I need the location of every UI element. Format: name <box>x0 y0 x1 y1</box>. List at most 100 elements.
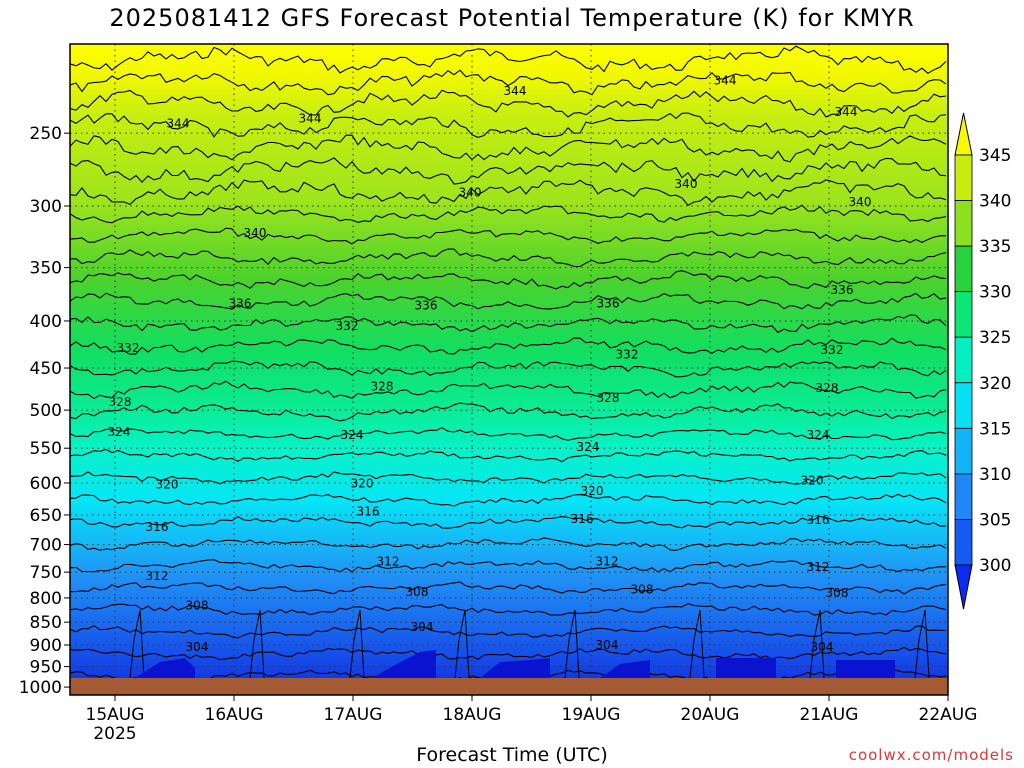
contour-line <box>70 603 947 616</box>
contour-line <box>70 157 947 185</box>
x-tick-year: 2025 <box>93 724 136 744</box>
contour-label: 316 <box>357 504 380 518</box>
contour-line <box>70 380 947 400</box>
cold-cell <box>600 660 650 678</box>
contour-label: 328 <box>816 381 839 395</box>
contour-label: 312 <box>807 560 830 574</box>
contour-label: 332 <box>821 343 844 357</box>
contour-line <box>70 314 947 334</box>
contour-label: 304 <box>186 640 209 654</box>
contour-label: 308 <box>826 586 849 600</box>
contour-line <box>70 471 947 485</box>
y-axis: 250 300 350 400 450 500 550 600 650 700 750 800 850 9… <box>19 124 70 698</box>
y-tick-label: 250 <box>30 124 62 144</box>
y-tick-label: 650 <box>30 506 62 526</box>
contour-line <box>70 448 947 463</box>
contour-line <box>70 537 947 551</box>
contour-line <box>70 360 947 378</box>
contour-line <box>70 559 947 573</box>
cold-cell <box>480 658 550 678</box>
contour-label: 304 <box>596 638 619 652</box>
contour-label: 340 <box>675 177 698 191</box>
contour-label: 332 <box>616 347 639 361</box>
contour-label: 316 <box>146 520 169 534</box>
credit-text: coolwx.com/models <box>848 746 1014 764</box>
colorbar-tick-label: 315 <box>979 419 1011 439</box>
contour-label: 320 <box>156 477 179 491</box>
contour-line <box>689 609 705 679</box>
x-tick-label: 22AUG <box>919 705 978 725</box>
contour-labels: 344 344 344 344 344 340 340 340 340 336 336 336 336 3… <box>108 73 872 654</box>
contour-line <box>70 402 947 422</box>
contour-label: 328 <box>597 391 620 405</box>
contour-label: 340 <box>849 195 872 209</box>
x-tick-label: 17AUG <box>324 705 383 725</box>
colorbar-tick-label: 320 <box>979 374 1011 394</box>
contour-line <box>70 625 947 639</box>
y-tick-label: 900 <box>30 636 62 656</box>
contour-line <box>70 112 947 138</box>
chart-title: 2025081412 GFS Forecast Potential Temper… <box>109 4 915 32</box>
y-tick-label: 450 <box>30 359 62 379</box>
contour-label: 324 <box>807 428 830 442</box>
contour-line <box>70 248 947 268</box>
contour-line <box>70 427 947 441</box>
contour-label: 344 <box>835 105 858 119</box>
colorbar-tick-label: 330 <box>979 283 1011 303</box>
contour-label: 320 <box>801 473 824 487</box>
colorbar-segment <box>954 154 973 201</box>
surface-strip <box>70 678 948 695</box>
contour-label: 336 <box>831 283 854 297</box>
x-tick-label: 16AUG <box>205 705 264 725</box>
contour-line <box>454 609 470 679</box>
colorbar-tick-label: 335 <box>979 237 1011 257</box>
contour-label: 312 <box>596 554 619 568</box>
contour-line <box>809 609 825 679</box>
contour-label: 324 <box>341 428 364 442</box>
contour-line <box>70 337 947 355</box>
contour-label: 340 <box>459 185 482 199</box>
contour-line <box>70 89 947 118</box>
cold-cell <box>716 658 776 678</box>
contour-label: 324 <box>577 440 600 454</box>
y-tick-label: 950 <box>30 658 62 678</box>
contour-line <box>70 515 946 529</box>
y-tick-label: 350 <box>30 259 62 279</box>
contour-line <box>70 270 947 290</box>
contour-line <box>70 134 947 163</box>
colorbar-tick-label: 325 <box>979 328 1011 348</box>
contour-line <box>70 179 947 207</box>
contour-label: 320 <box>351 477 374 491</box>
colorbar-segment <box>954 200 973 247</box>
contour-line <box>914 609 930 679</box>
colorbar-tick-label: 340 <box>979 192 1011 212</box>
x-axis: 15AUG 16AUG 17AUG 18AUG 19AUG 20AUG 21AUG 22AUG… <box>86 695 978 744</box>
contour-label: 304 <box>811 640 834 654</box>
contour-label: 336 <box>597 297 620 311</box>
contour-line <box>70 45 947 74</box>
colorbar-segment <box>954 427 973 475</box>
contour-label: 328 <box>109 395 132 409</box>
plot-field <box>70 44 948 695</box>
contour-label: 336 <box>229 297 252 311</box>
contour-line <box>70 581 947 595</box>
x-tick-label: 20AUG <box>681 705 740 725</box>
x-tick-label: 15AUG <box>86 705 145 725</box>
contour-line <box>70 493 947 507</box>
contour-label: 312 <box>146 569 169 583</box>
colorbar: 300 305 310 315 320 325 330 335 340 345 <box>954 112 1011 610</box>
plot-frame <box>69 43 949 696</box>
colorbar-tick-label: 300 <box>979 556 1011 576</box>
contour-label: 312 <box>377 554 400 568</box>
contour-line <box>249 609 265 679</box>
contour-label: 316 <box>571 512 594 526</box>
contour-line <box>349 609 365 679</box>
contour-label: 308 <box>406 585 429 599</box>
contour-label: 344 <box>714 73 737 87</box>
colorbar-tick-label: 305 <box>979 510 1011 530</box>
colorbar-bottom-arrow <box>954 564 973 610</box>
contour-line <box>70 292 947 310</box>
contour-line <box>129 609 145 679</box>
y-tick-label: 800 <box>30 589 62 609</box>
colorbar-segment <box>954 382 973 429</box>
